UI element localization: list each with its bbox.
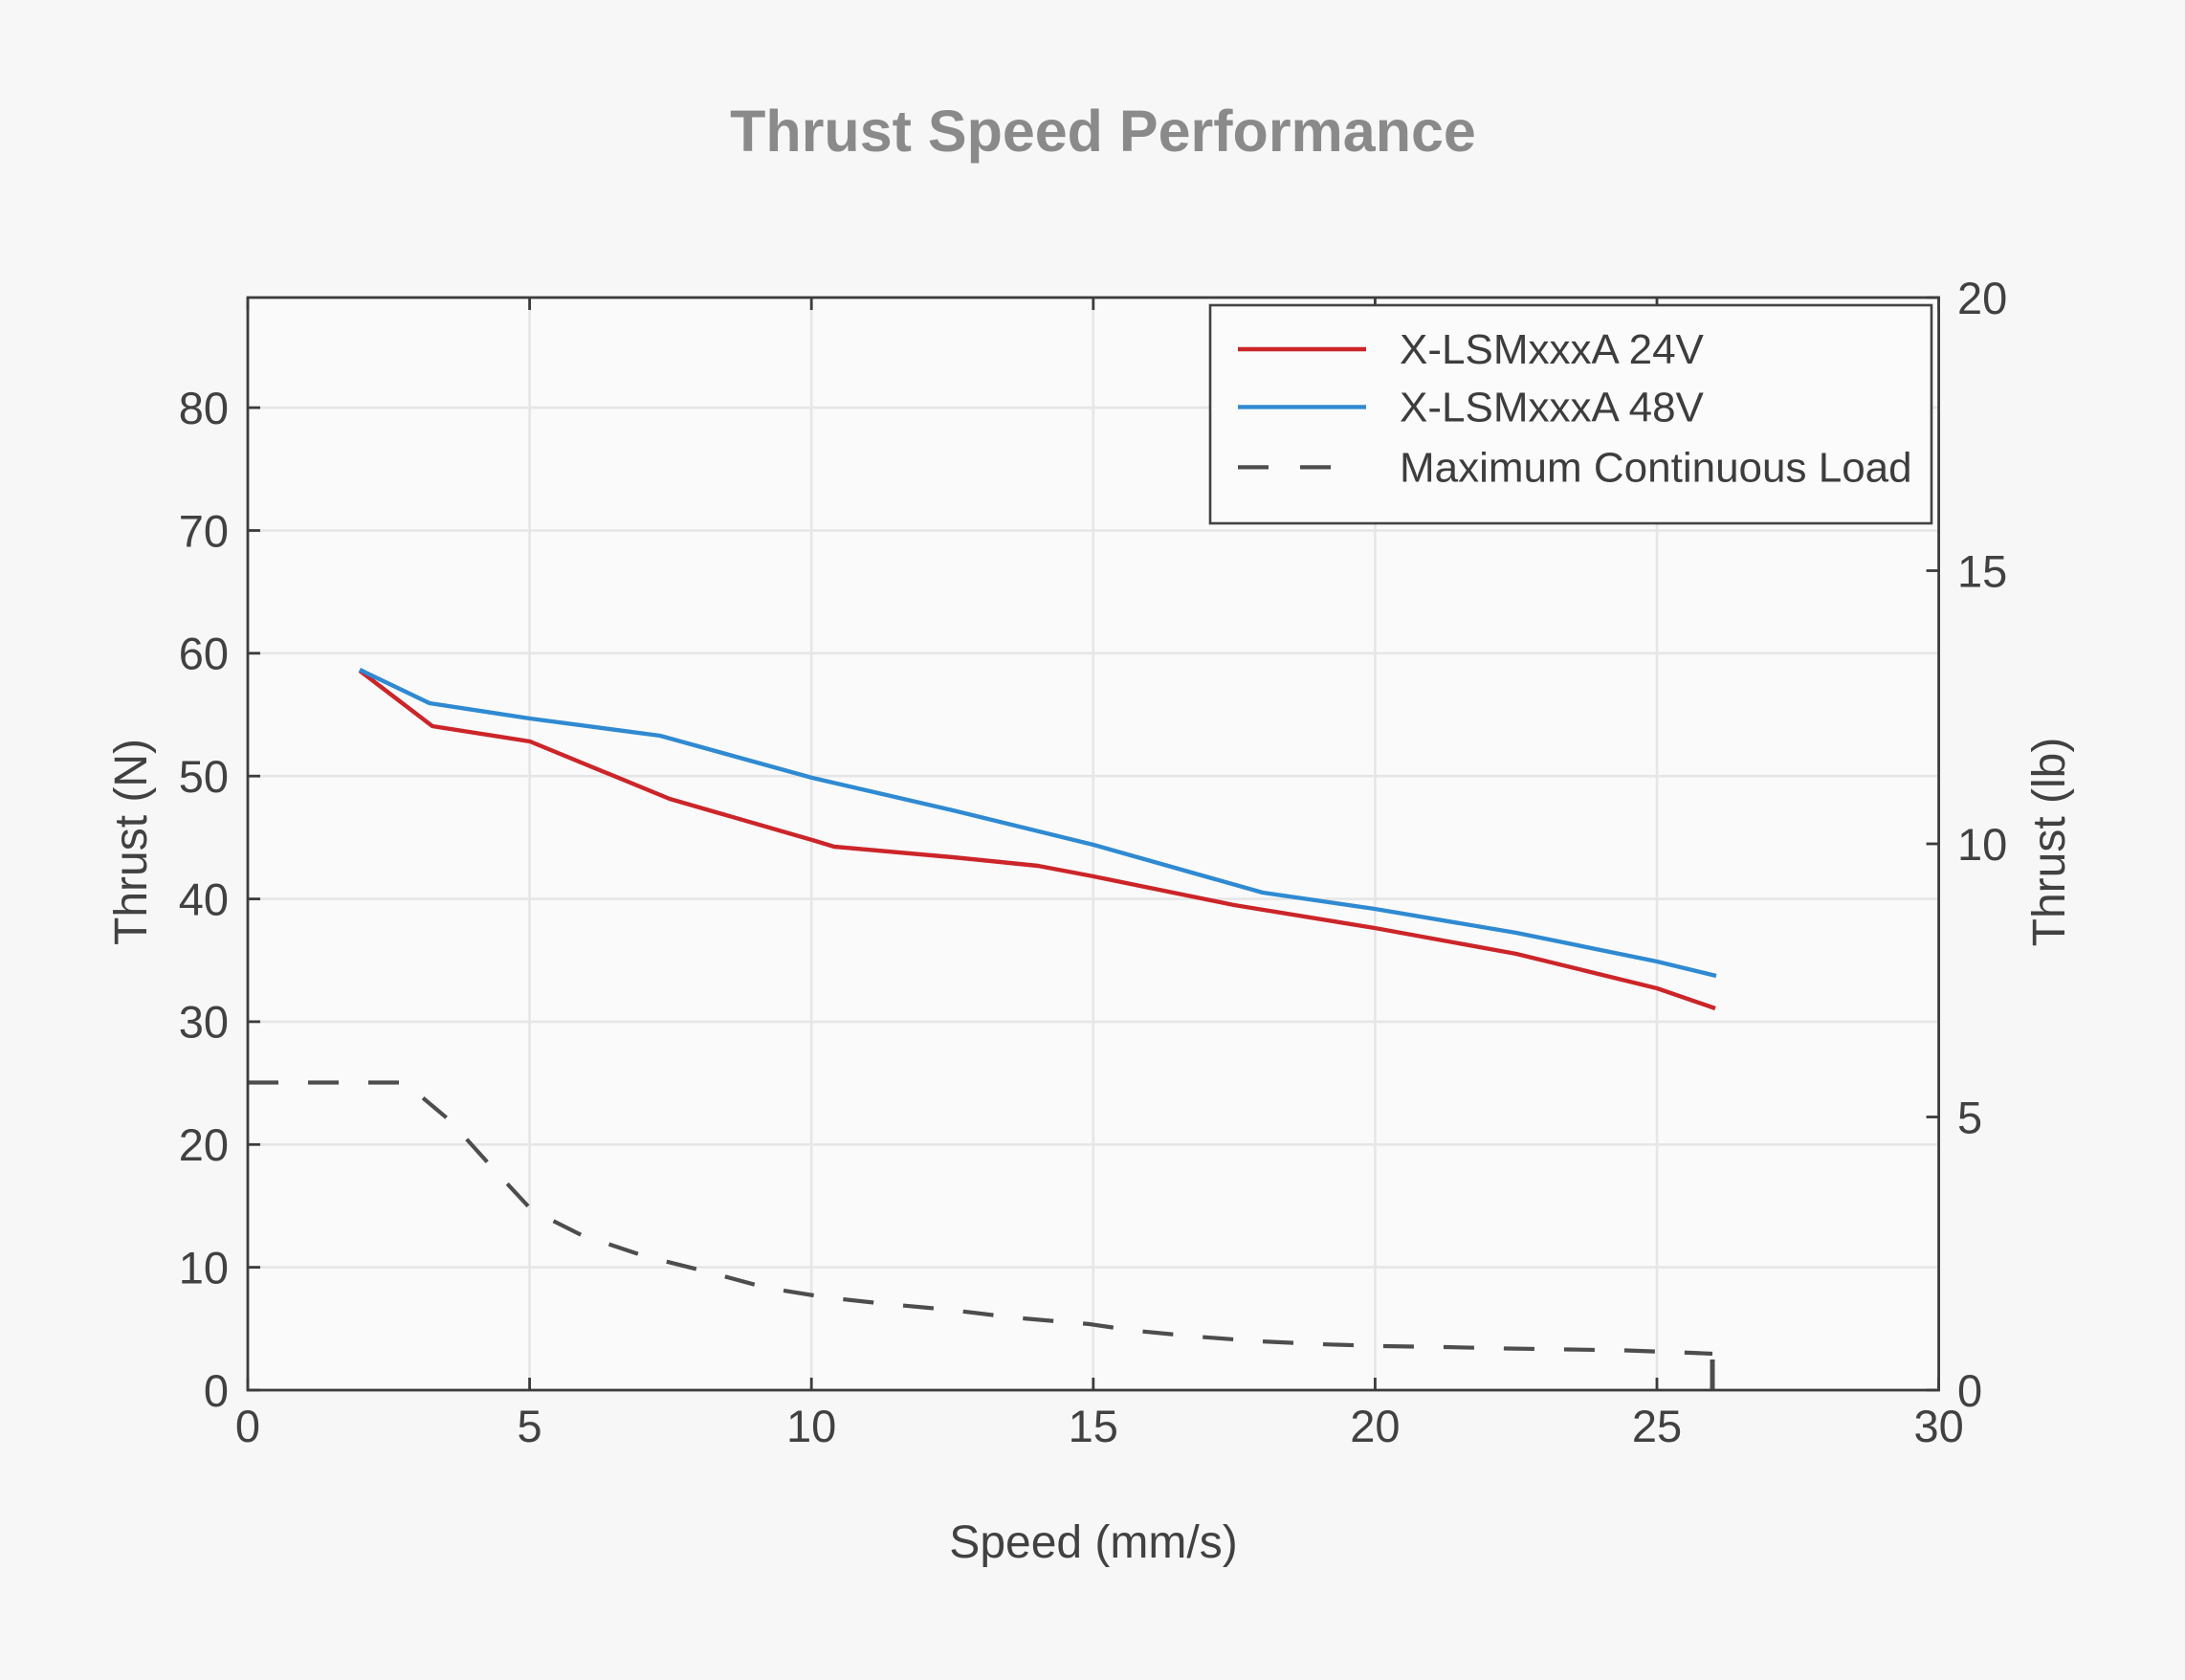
svg-text:25: 25 — [1632, 1401, 1682, 1451]
svg-text:Thrust Speed Performance: Thrust Speed Performance — [730, 99, 1476, 164]
svg-text:0: 0 — [204, 1365, 229, 1416]
svg-text:Maximum Continuous Load: Maximum Continuous Load — [1400, 444, 1912, 491]
svg-text:X-LSMxxxA 24V: X-LSMxxxA 24V — [1400, 326, 1705, 373]
svg-text:Thrust (lb): Thrust (lb) — [2024, 738, 2075, 947]
svg-text:70: 70 — [179, 505, 229, 556]
svg-text:10: 10 — [786, 1401, 836, 1451]
svg-text:50: 50 — [179, 751, 229, 802]
svg-text:5: 5 — [518, 1401, 542, 1451]
svg-text:20: 20 — [1350, 1401, 1400, 1451]
svg-text:30: 30 — [1913, 1401, 1963, 1451]
svg-text:30: 30 — [179, 997, 229, 1048]
svg-text:60: 60 — [179, 629, 229, 679]
svg-text:0: 0 — [235, 1401, 260, 1451]
svg-text:10: 10 — [179, 1242, 229, 1293]
svg-text:X-LSMxxxA 48V: X-LSMxxxA 48V — [1400, 384, 1705, 431]
svg-text:40: 40 — [179, 873, 229, 924]
svg-text:Thrust (N): Thrust (N) — [106, 739, 157, 945]
svg-text:20: 20 — [179, 1119, 229, 1170]
svg-text:5: 5 — [1957, 1092, 1982, 1142]
svg-text:Speed (mm/s): Speed (mm/s) — [949, 1517, 1237, 1568]
svg-text:10: 10 — [1957, 819, 2007, 870]
svg-text:80: 80 — [179, 383, 229, 433]
svg-text:20: 20 — [1957, 273, 2007, 323]
svg-text:15: 15 — [1069, 1401, 1118, 1451]
svg-text:0: 0 — [1957, 1365, 1982, 1416]
svg-text:15: 15 — [1957, 545, 2007, 596]
